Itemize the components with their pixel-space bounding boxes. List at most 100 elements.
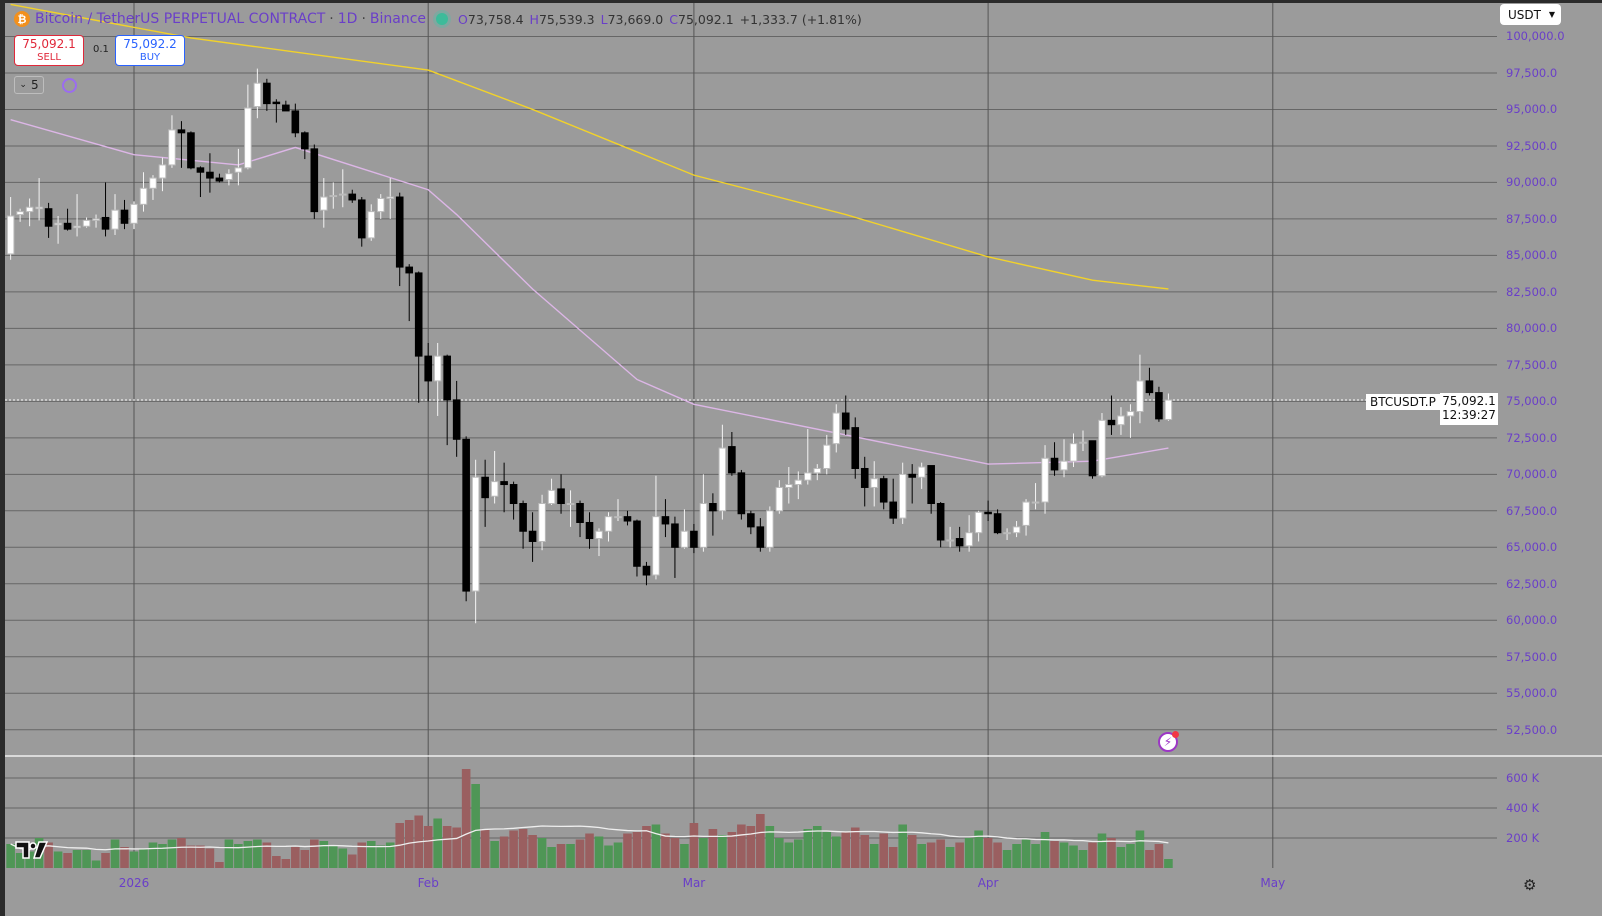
candle[interactable] — [737, 469, 746, 520]
candle[interactable] — [386, 178, 395, 219]
candle[interactable] — [642, 561, 651, 586]
candle[interactable] — [1088, 440, 1097, 479]
candle[interactable] — [870, 461, 879, 507]
candle[interactable] — [993, 509, 1002, 535]
candle[interactable] — [879, 475, 888, 510]
candle[interactable] — [443, 354, 451, 446]
candle[interactable] — [851, 417, 860, 479]
candle[interactable] — [462, 436, 470, 602]
candle[interactable] — [756, 518, 765, 552]
candle[interactable] — [291, 103, 300, 138]
candle[interactable] — [120, 199, 129, 230]
candle[interactable] — [652, 475, 660, 580]
candle[interactable] — [471, 459, 480, 624]
candle[interactable] — [841, 395, 850, 435]
symbol-name[interactable]: Bitcoin / TetherUS PERPETUAL CONTRACT — [35, 11, 326, 27]
candle[interactable] — [585, 512, 594, 549]
candle[interactable] — [813, 464, 822, 481]
candle[interactable] — [310, 144, 319, 219]
candle[interactable] — [367, 204, 376, 241]
candle[interactable] — [690, 523, 698, 554]
candle[interactable] — [73, 194, 81, 237]
candle[interactable] — [1031, 483, 1040, 510]
candle[interactable] — [25, 198, 34, 227]
candle[interactable] — [965, 515, 973, 552]
candle[interactable] — [766, 506, 774, 552]
candle[interactable] — [785, 467, 793, 504]
candle[interactable] — [272, 99, 281, 123]
candle[interactable] — [424, 342, 432, 402]
candle[interactable] — [149, 175, 157, 200]
candle[interactable] — [547, 478, 556, 505]
candle[interactable] — [1098, 413, 1106, 478]
currency-select[interactable]: USDT ▼ — [1500, 4, 1561, 25]
interval[interactable]: 1D — [337, 11, 358, 27]
candle[interactable] — [301, 131, 309, 160]
gear-icon[interactable]: ⚙ — [1523, 876, 1537, 894]
candle[interactable] — [908, 464, 916, 504]
candle[interactable] — [917, 462, 926, 489]
candle[interactable] — [1164, 393, 1173, 421]
candle[interactable] — [822, 434, 831, 475]
candle[interactable] — [747, 510, 755, 535]
candle[interactable] — [187, 131, 195, 170]
candle[interactable] — [348, 189, 357, 203]
candle[interactable] — [1060, 439, 1068, 478]
candle[interactable] — [101, 182, 110, 237]
candle[interactable] — [1003, 528, 1011, 540]
market-status-icon[interactable] — [436, 13, 449, 25]
sell-button[interactable]: 75,092.1 SELL — [14, 35, 84, 66]
candle[interactable] — [927, 465, 935, 514]
candle[interactable] — [433, 342, 442, 416]
candle[interactable] — [1069, 433, 1078, 468]
lightning-icon[interactable]: ⚡ — [1158, 731, 1179, 752]
candle[interactable] — [376, 194, 385, 219]
candle[interactable] — [832, 404, 841, 453]
candle[interactable] — [671, 516, 679, 578]
candle[interactable] — [244, 84, 252, 170]
candle[interactable] — [395, 192, 404, 287]
indicators-toggle-button[interactable]: ⌄ 5 — [14, 76, 44, 94]
candle[interactable] — [500, 462, 508, 513]
candle[interactable] — [661, 499, 670, 538]
candle[interactable] — [984, 500, 992, 522]
candle[interactable] — [139, 172, 148, 212]
candle[interactable] — [414, 271, 423, 403]
candle[interactable] — [898, 462, 907, 524]
candle[interactable] — [775, 480, 784, 514]
candle[interactable] — [1155, 386, 1163, 422]
candle[interactable] — [728, 432, 736, 476]
candle[interactable] — [936, 502, 945, 548]
candle[interactable] — [234, 148, 243, 186]
candle[interactable] — [1136, 354, 1144, 424]
candle[interactable] — [1107, 395, 1116, 435]
candle[interactable] — [709, 493, 717, 536]
candle[interactable] — [623, 510, 632, 526]
candle[interactable] — [130, 201, 138, 230]
candle[interactable] — [614, 499, 622, 522]
candle[interactable] — [633, 519, 641, 577]
candle[interactable] — [16, 208, 24, 222]
candle[interactable] — [253, 68, 262, 119]
candle[interactable] — [168, 115, 176, 168]
candle[interactable] — [680, 509, 689, 549]
candle[interactable] — [158, 157, 167, 192]
tradingview-logo[interactable] — [15, 840, 49, 860]
candle[interactable] — [215, 173, 224, 183]
candle[interactable] — [1022, 499, 1030, 536]
candle[interactable] — [860, 456, 869, 507]
candle[interactable] — [177, 121, 186, 168]
candle[interactable] — [111, 194, 119, 235]
candle[interactable] — [263, 78, 271, 111]
candle[interactable] — [6, 197, 15, 260]
candle[interactable] — [519, 500, 527, 549]
candle[interactable] — [196, 166, 205, 198]
candle[interactable] — [82, 217, 91, 228]
candle[interactable] — [528, 512, 537, 562]
candle[interactable] — [538, 494, 546, 551]
candle[interactable] — [54, 216, 62, 244]
candle[interactable] — [206, 153, 214, 193]
candle[interactable] — [576, 500, 584, 538]
candle[interactable] — [1079, 430, 1087, 451]
